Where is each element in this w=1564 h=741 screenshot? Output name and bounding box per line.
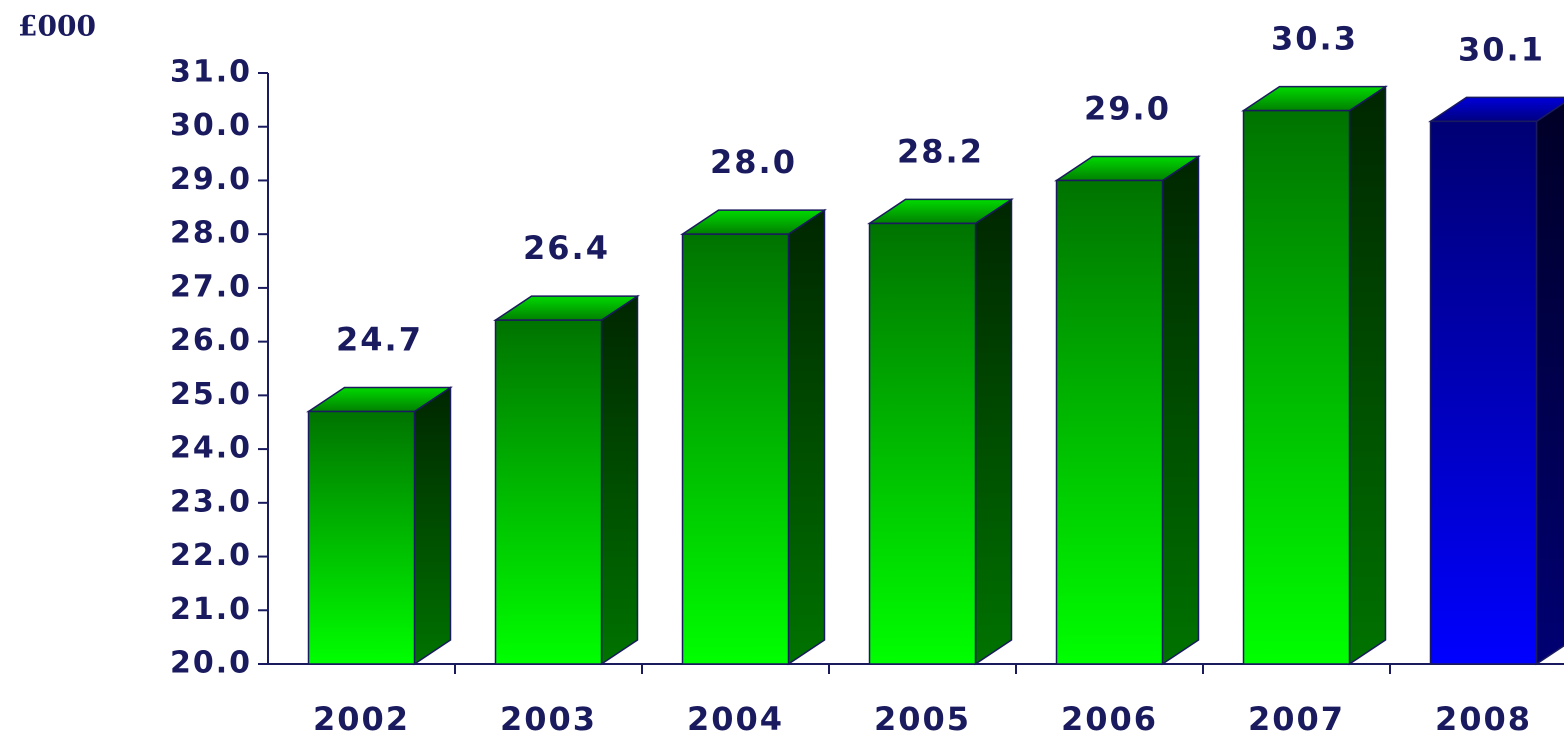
bar-side <box>600 294 639 666</box>
y-axis-label: £000 <box>18 10 96 43</box>
x-tick-label: 2006 <box>1061 700 1158 738</box>
bar-side <box>1348 85 1387 666</box>
bar-side <box>413 386 452 666</box>
data-label: 30.1 <box>1458 30 1545 68</box>
y-tick-label: 25.0 <box>170 377 252 412</box>
bar <box>1429 120 1538 665</box>
x-tick-label: 2004 <box>687 700 784 738</box>
x-tick-label: 2003 <box>500 700 597 738</box>
y-tick-label: 24.0 <box>170 431 252 466</box>
bar-side <box>1161 155 1200 666</box>
y-tick-label: 23.0 <box>170 484 252 519</box>
bar <box>868 222 977 665</box>
data-label: 24.7 <box>336 320 423 358</box>
bar <box>681 233 790 665</box>
y-tick-label: 29.0 <box>170 162 252 197</box>
y-tick-label: 27.0 <box>170 269 252 304</box>
x-tick-label: 2007 <box>1248 700 1345 738</box>
y-tick-label: 21.0 <box>170 592 252 627</box>
y-tick-label: 22.0 <box>170 538 252 573</box>
data-label: 28.2 <box>897 132 984 170</box>
bar <box>307 410 416 665</box>
x-tick-label: 2002 <box>313 700 410 738</box>
x-tick-label: 2008 <box>1435 700 1532 738</box>
data-label: 26.4 <box>523 229 610 267</box>
y-tick-label: 30.0 <box>170 108 252 143</box>
y-tick-label: 20.0 <box>170 646 252 681</box>
bar-side <box>787 208 826 666</box>
bar <box>1055 179 1164 665</box>
bar-side <box>1535 102 1564 666</box>
data-label: 29.0 <box>1084 89 1171 127</box>
y-tick-label: 26.0 <box>170 323 252 358</box>
data-label: 30.3 <box>1271 20 1358 58</box>
bar-side <box>974 198 1013 666</box>
x-tick-label: 2005 <box>874 700 971 738</box>
data-label: 28.0 <box>710 143 797 181</box>
y-tick-label: 28.0 <box>170 216 252 251</box>
y-tick-label: 31.0 <box>170 55 252 90</box>
bar <box>494 319 603 665</box>
bar <box>1242 109 1351 665</box>
